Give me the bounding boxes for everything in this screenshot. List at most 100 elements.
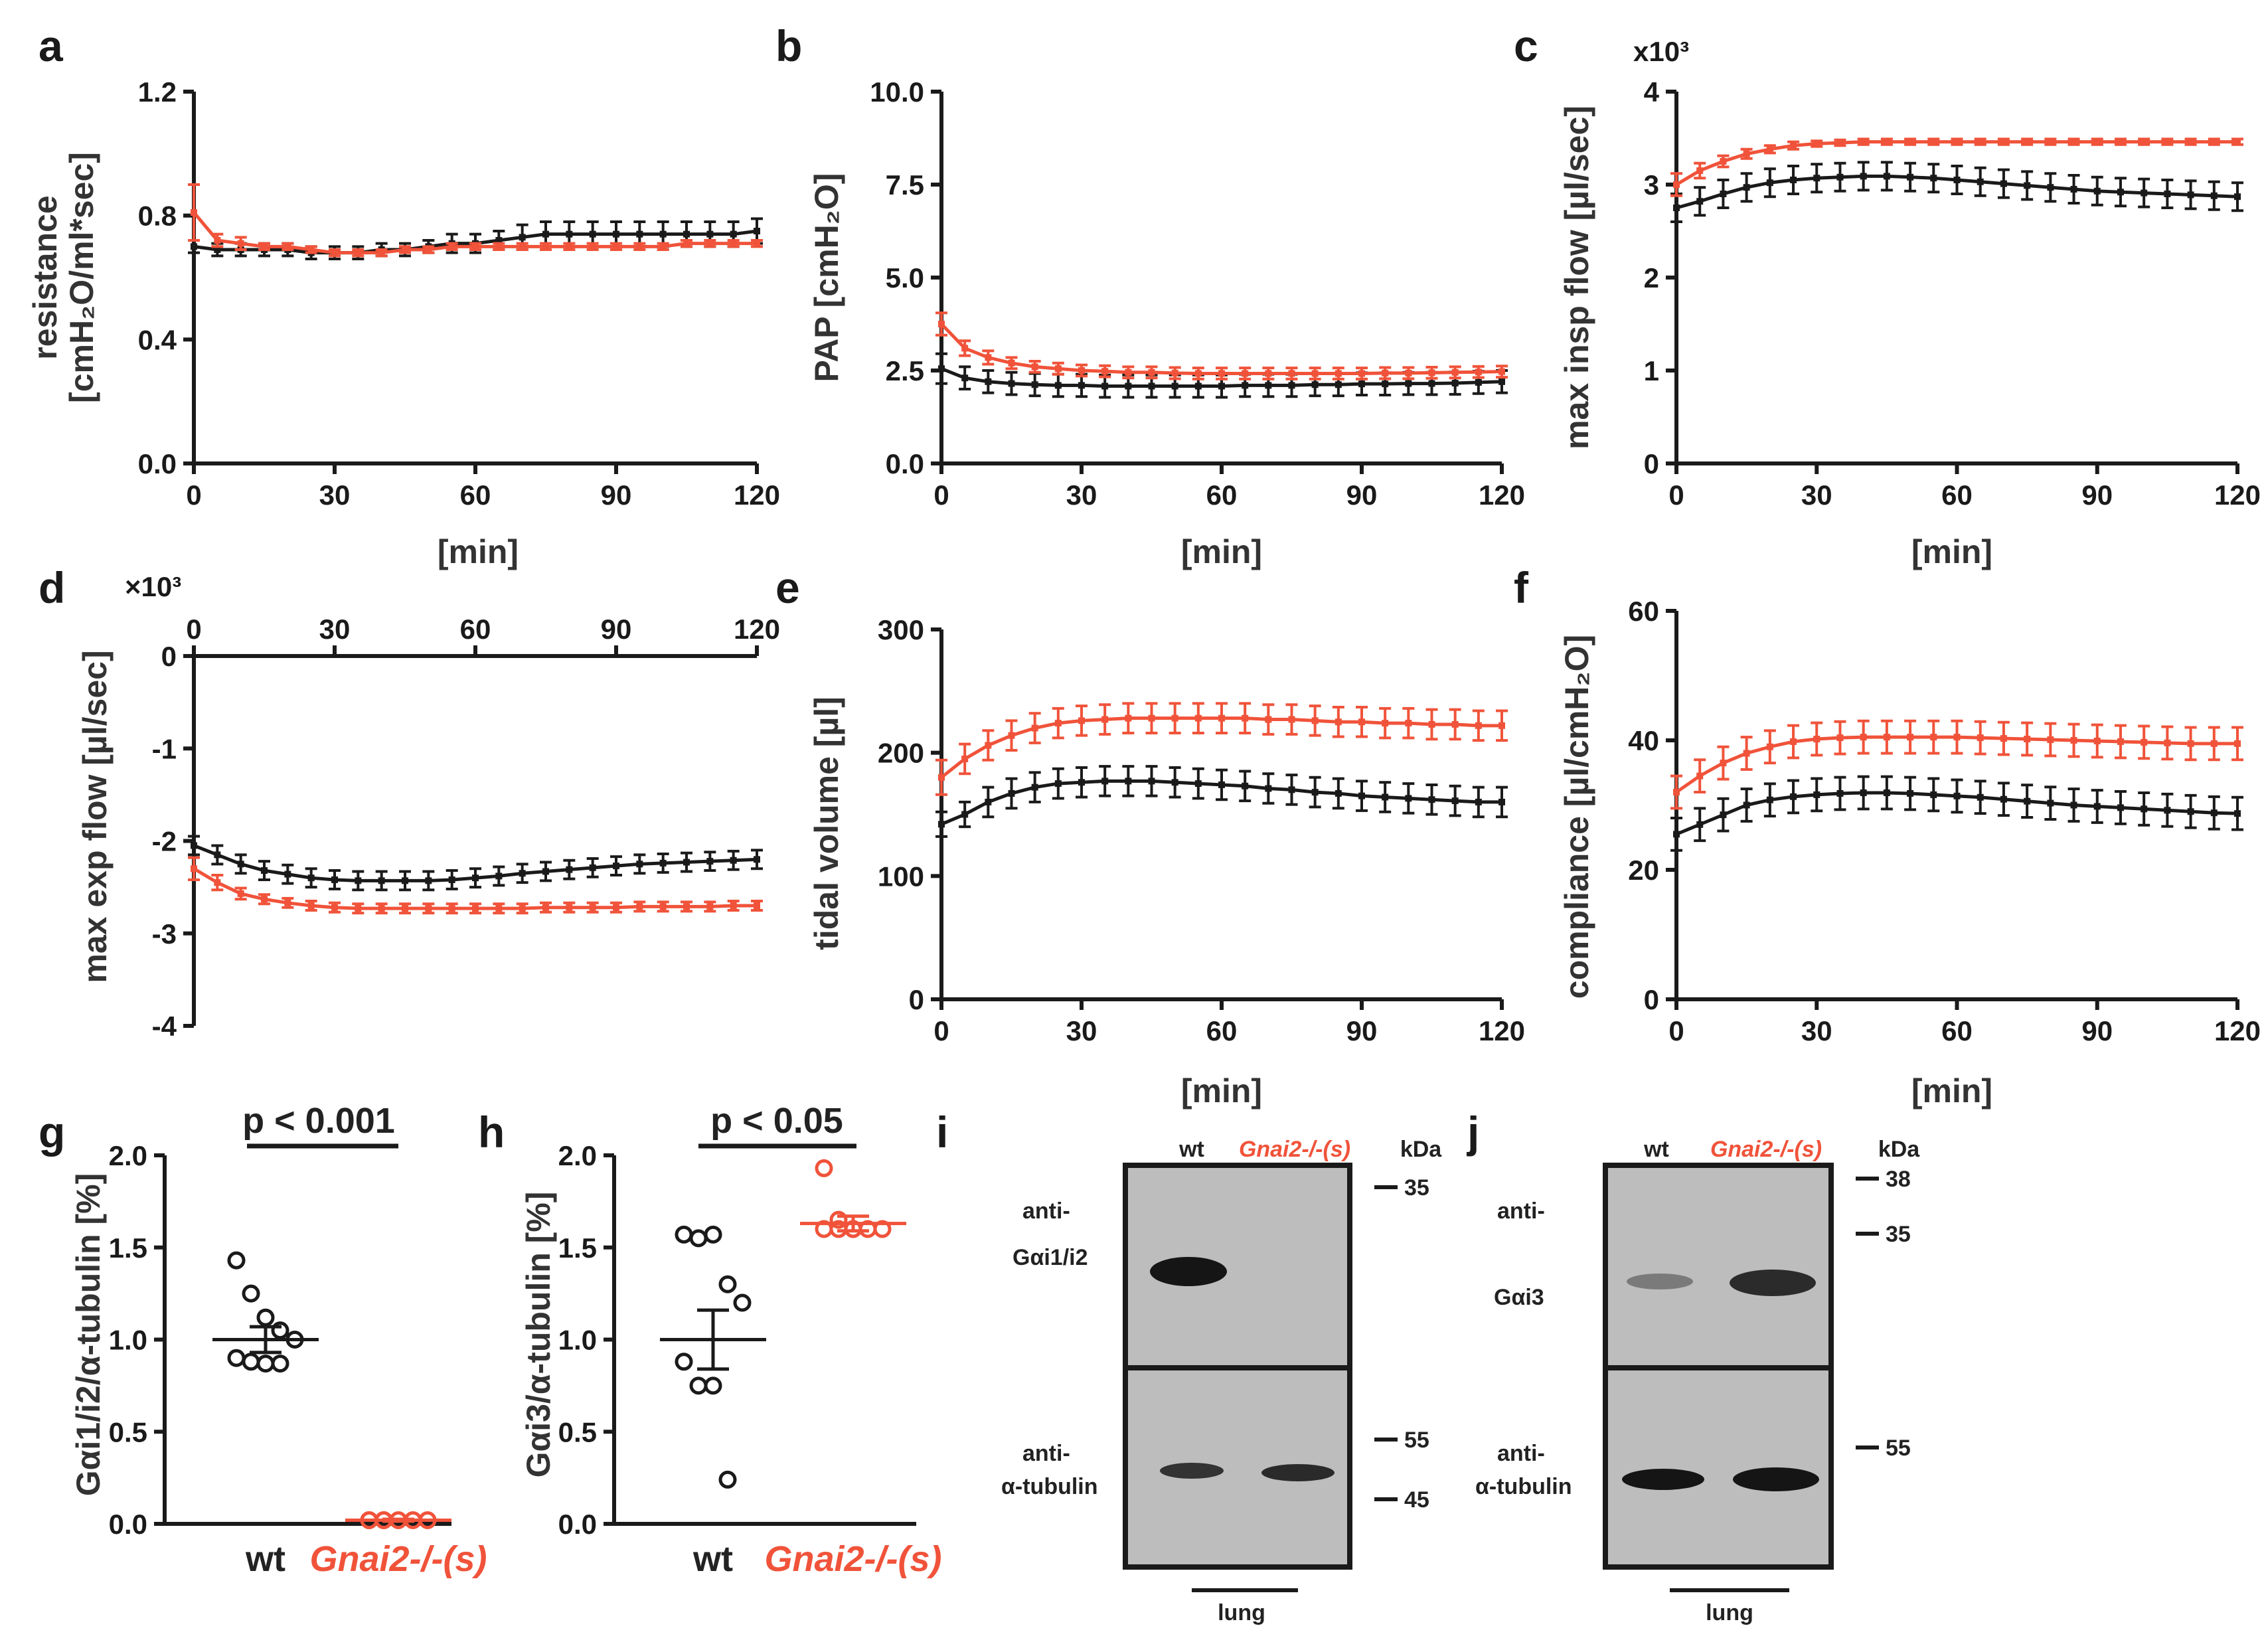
x-tick-label: 0 xyxy=(1668,1015,1684,1046)
data-point-ko xyxy=(1054,720,1062,727)
data-point-wt xyxy=(613,230,619,238)
data-point-ko xyxy=(1242,370,1249,377)
data-point-wt xyxy=(2141,805,2148,813)
panel-h: h 0.0 0.5 1.0 1.5 2.0 Gαi3/α-tubulin [%] p <… xyxy=(478,1101,942,1579)
dot-ko xyxy=(829,1210,848,1229)
x-tick-label: 0 xyxy=(933,1015,949,1046)
data-point-ko xyxy=(1428,369,1435,376)
data-point-wt xyxy=(542,230,549,238)
multiplier-c: x10³ xyxy=(1633,36,1689,67)
data-point-ko xyxy=(355,249,362,256)
data-point-ko xyxy=(1125,714,1132,722)
data-point-wt xyxy=(1696,198,1704,205)
data-point-ko xyxy=(2000,735,2007,742)
data-point-ko xyxy=(472,243,479,250)
x-tick-label: 90 xyxy=(2081,1015,2113,1046)
data-point-wt xyxy=(659,859,667,867)
xlabel-f: [min] xyxy=(1911,1072,1992,1110)
data-point-wt xyxy=(2070,186,2077,193)
dot-wt xyxy=(227,1349,246,1367)
data-point-wt xyxy=(191,842,197,849)
data-point-wt xyxy=(1498,798,1505,805)
data-point-ko xyxy=(1265,716,1272,723)
group-label-h-wt: wt xyxy=(692,1539,733,1579)
panel-c: c x10³ 0 1 2 3 4 0 30 60 90 120 max insp flow [µl… xyxy=(1514,21,2261,570)
data-point-ko xyxy=(1743,750,1750,757)
panel-g: g 0.00.51.01.52.0 Gαi1/i2/α-tubulin [%] … xyxy=(39,1101,487,1579)
panel-letter-h: h xyxy=(478,1108,505,1157)
band-j-top-wt xyxy=(1627,1274,1693,1289)
data-point-wt xyxy=(659,230,667,238)
dot-wt xyxy=(733,1293,752,1312)
data-point-wt xyxy=(2000,795,2007,803)
data-point-wt xyxy=(214,851,221,859)
data-point-ko xyxy=(237,890,244,897)
data-point-ko xyxy=(448,905,455,912)
data-point-wt xyxy=(1288,786,1295,793)
data-point-wt xyxy=(566,230,573,238)
data-point-ko xyxy=(1953,138,1961,145)
data-point-ko xyxy=(683,240,690,247)
data-point-wt xyxy=(1977,178,1984,185)
data-point-ko xyxy=(307,246,315,253)
data-point-ko xyxy=(730,902,737,909)
marker-i-55: 55 xyxy=(1404,1428,1429,1453)
dot-wt xyxy=(689,1229,708,1248)
ylabel-h: Gαi3/α-tubulin [%] xyxy=(520,1192,557,1478)
panel-letter-i: i xyxy=(936,1108,948,1157)
data-point-wt xyxy=(378,877,385,884)
data-point-wt xyxy=(1358,792,1365,799)
data-point-ko xyxy=(2070,737,2077,744)
data-point-ko xyxy=(706,240,714,247)
data-point-wt xyxy=(1101,382,1109,390)
data-point-ko xyxy=(1696,167,1704,174)
data-point-ko xyxy=(1977,734,1984,742)
panel-letter-d: d xyxy=(39,563,65,612)
data-point-wt xyxy=(613,863,619,870)
panel-letter-j: j xyxy=(1466,1108,1479,1157)
data-point-ko xyxy=(2093,737,2101,744)
plot-d: -4 -3 -2 -1 00 30 60 90 120 xyxy=(152,614,780,1042)
data-point-ko xyxy=(985,354,992,361)
data-point-wt xyxy=(1930,175,1937,182)
data-point-ko xyxy=(2000,138,2007,145)
data-point-wt xyxy=(1743,801,1750,809)
data-point-ko xyxy=(754,902,760,909)
data-point-wt xyxy=(2070,801,2077,809)
data-point-wt xyxy=(191,243,197,250)
data-point-wt xyxy=(1311,789,1319,796)
data-point-wt xyxy=(1405,795,1412,802)
data-point-ko xyxy=(1218,714,1225,722)
data-point-wt xyxy=(706,858,714,865)
data-point-wt xyxy=(1171,779,1178,786)
data-point-ko xyxy=(1720,158,1727,165)
data-point-ko xyxy=(938,774,945,781)
data-point-wt xyxy=(307,874,315,882)
y-tick-label: 10.0 xyxy=(870,76,924,108)
x-tick-label: 30 xyxy=(1066,1015,1097,1046)
data-point-wt xyxy=(1382,380,1389,388)
data-point-ko xyxy=(355,905,362,912)
x-tick-label: 60 xyxy=(460,479,491,511)
dot-wt xyxy=(242,1284,260,1303)
data-point-wt xyxy=(2117,189,2124,196)
band-i-top-wt xyxy=(1150,1257,1227,1286)
data-point-ko xyxy=(1953,734,1961,741)
data-point-ko xyxy=(636,903,643,910)
y-tick-label: 0 xyxy=(909,984,924,1015)
data-point-ko xyxy=(1405,369,1412,376)
data-point-ko xyxy=(1194,714,1202,722)
data-point-ko xyxy=(425,246,432,253)
data-point-ko xyxy=(2093,138,2101,145)
data-point-wt xyxy=(730,230,737,238)
data-point-wt xyxy=(1428,796,1435,803)
y-tick-label: 60 xyxy=(1628,596,1659,627)
y-tick-label: 0 xyxy=(1644,984,1659,1015)
data-point-wt xyxy=(402,877,408,884)
data-point-ko xyxy=(566,904,573,911)
data-point-ko xyxy=(1031,724,1038,732)
data-point-wt xyxy=(1148,382,1155,390)
marker-j-38: 38 xyxy=(1886,1167,1911,1192)
data-point-ko xyxy=(613,904,619,911)
data-point-ko xyxy=(1813,736,1821,743)
